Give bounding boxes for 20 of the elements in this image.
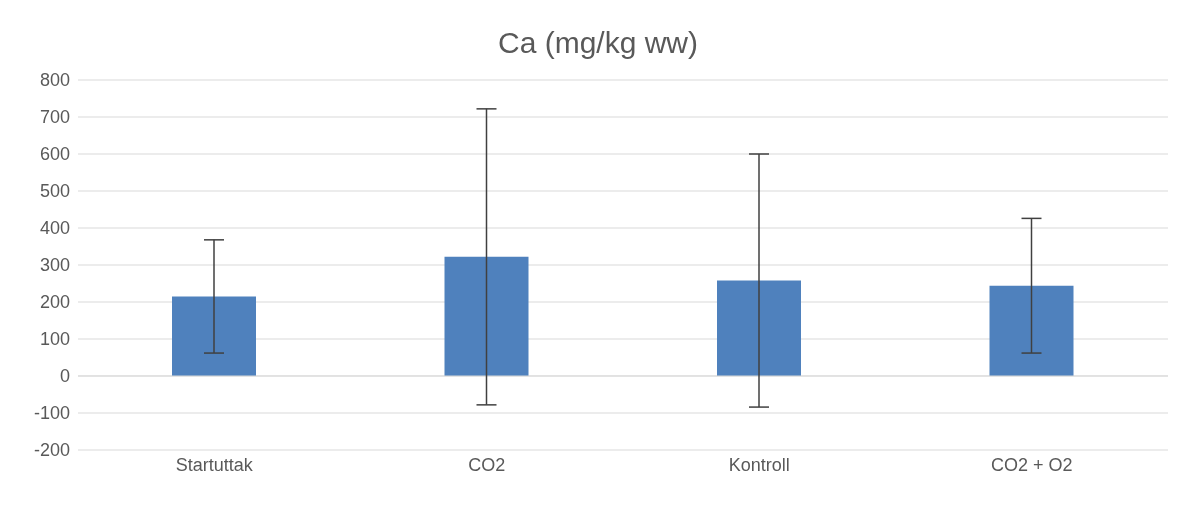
- y-tick-label: 400: [39, 218, 70, 239]
- y-tick-label: 800: [39, 70, 70, 91]
- y-tick-label: -100: [33, 403, 70, 424]
- y-tick-label: -200: [33, 440, 70, 461]
- y-tick-label: 700: [39, 107, 70, 128]
- x-tick-label: CO2: [468, 454, 506, 475]
- chart-title: Ca (mg/kg ww): [497, 26, 699, 60]
- y-tick-label: 100: [39, 329, 70, 350]
- bar: [172, 296, 256, 376]
- x-tick-label: Startuttak: [175, 454, 254, 475]
- y-tick-label: 200: [39, 292, 70, 313]
- y-tick-label: 600: [39, 144, 70, 165]
- bar: [717, 280, 801, 376]
- x-tick-label: CO2 + O2: [990, 454, 1073, 475]
- bar: [989, 285, 1074, 376]
- bar: [444, 256, 529, 376]
- y-tick-label: 0: [59, 366, 70, 387]
- y-tick-label: 500: [39, 181, 70, 202]
- x-tick-label: Kontroll: [728, 454, 790, 475]
- y-tick-label: 300: [39, 255, 70, 276]
